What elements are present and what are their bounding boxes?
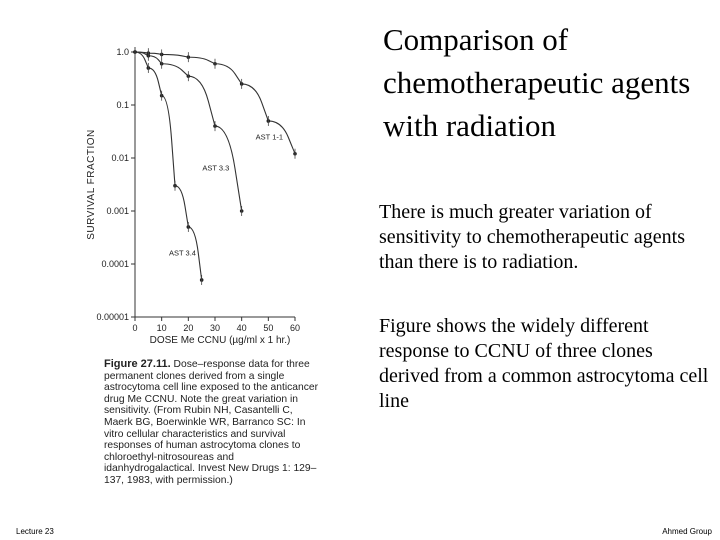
figure-caption: Figure 27.11. Dose–response data for thr… [104,358,322,487]
figure-number: Figure 27.11. [104,358,171,370]
series-label: AST 1-1 [256,132,283,141]
x-tick-label: 40 [237,323,247,333]
y-tick-label: 0.01 [111,153,129,163]
series-line-3 [134,51,203,281]
x-tick-label: 10 [157,323,167,333]
x-tick-label: 20 [183,323,193,333]
y-tick-label: 0.00001 [96,312,129,322]
x-tick-label: 0 [132,323,137,333]
slide-title: Comparison of chemotherapeutic agents wi… [383,22,691,143]
body-paragraph-figure-description: Figure shows the widely different respon… [379,315,709,412]
footer-author: Ahmed Group [662,527,712,536]
x-axis-label: DOSE Me CCNU (µg/ml x 1 hr.) [150,335,291,346]
figure-caption-text: Dose–response data for three permanent c… [104,359,319,486]
x-tick-label: 30 [210,323,220,333]
x-tick-label: 60 [290,323,300,333]
y-tick-label: 0.001 [106,206,129,216]
y-axis-label: SURVIVAL FRACTION [86,129,97,240]
y-tick-label: 0.0001 [101,259,129,269]
series-label: AST 3.3 [202,164,229,173]
series-label: AST 3.4 [169,248,196,257]
x-tick-label: 50 [263,323,273,333]
body-paragraph-variation: There is much greater variation of sensi… [379,201,686,273]
y-tick-label: 0.1 [116,100,129,110]
y-tick-label: 1.0 [116,47,129,57]
footer-lecture: Lecture 23 [16,527,54,536]
